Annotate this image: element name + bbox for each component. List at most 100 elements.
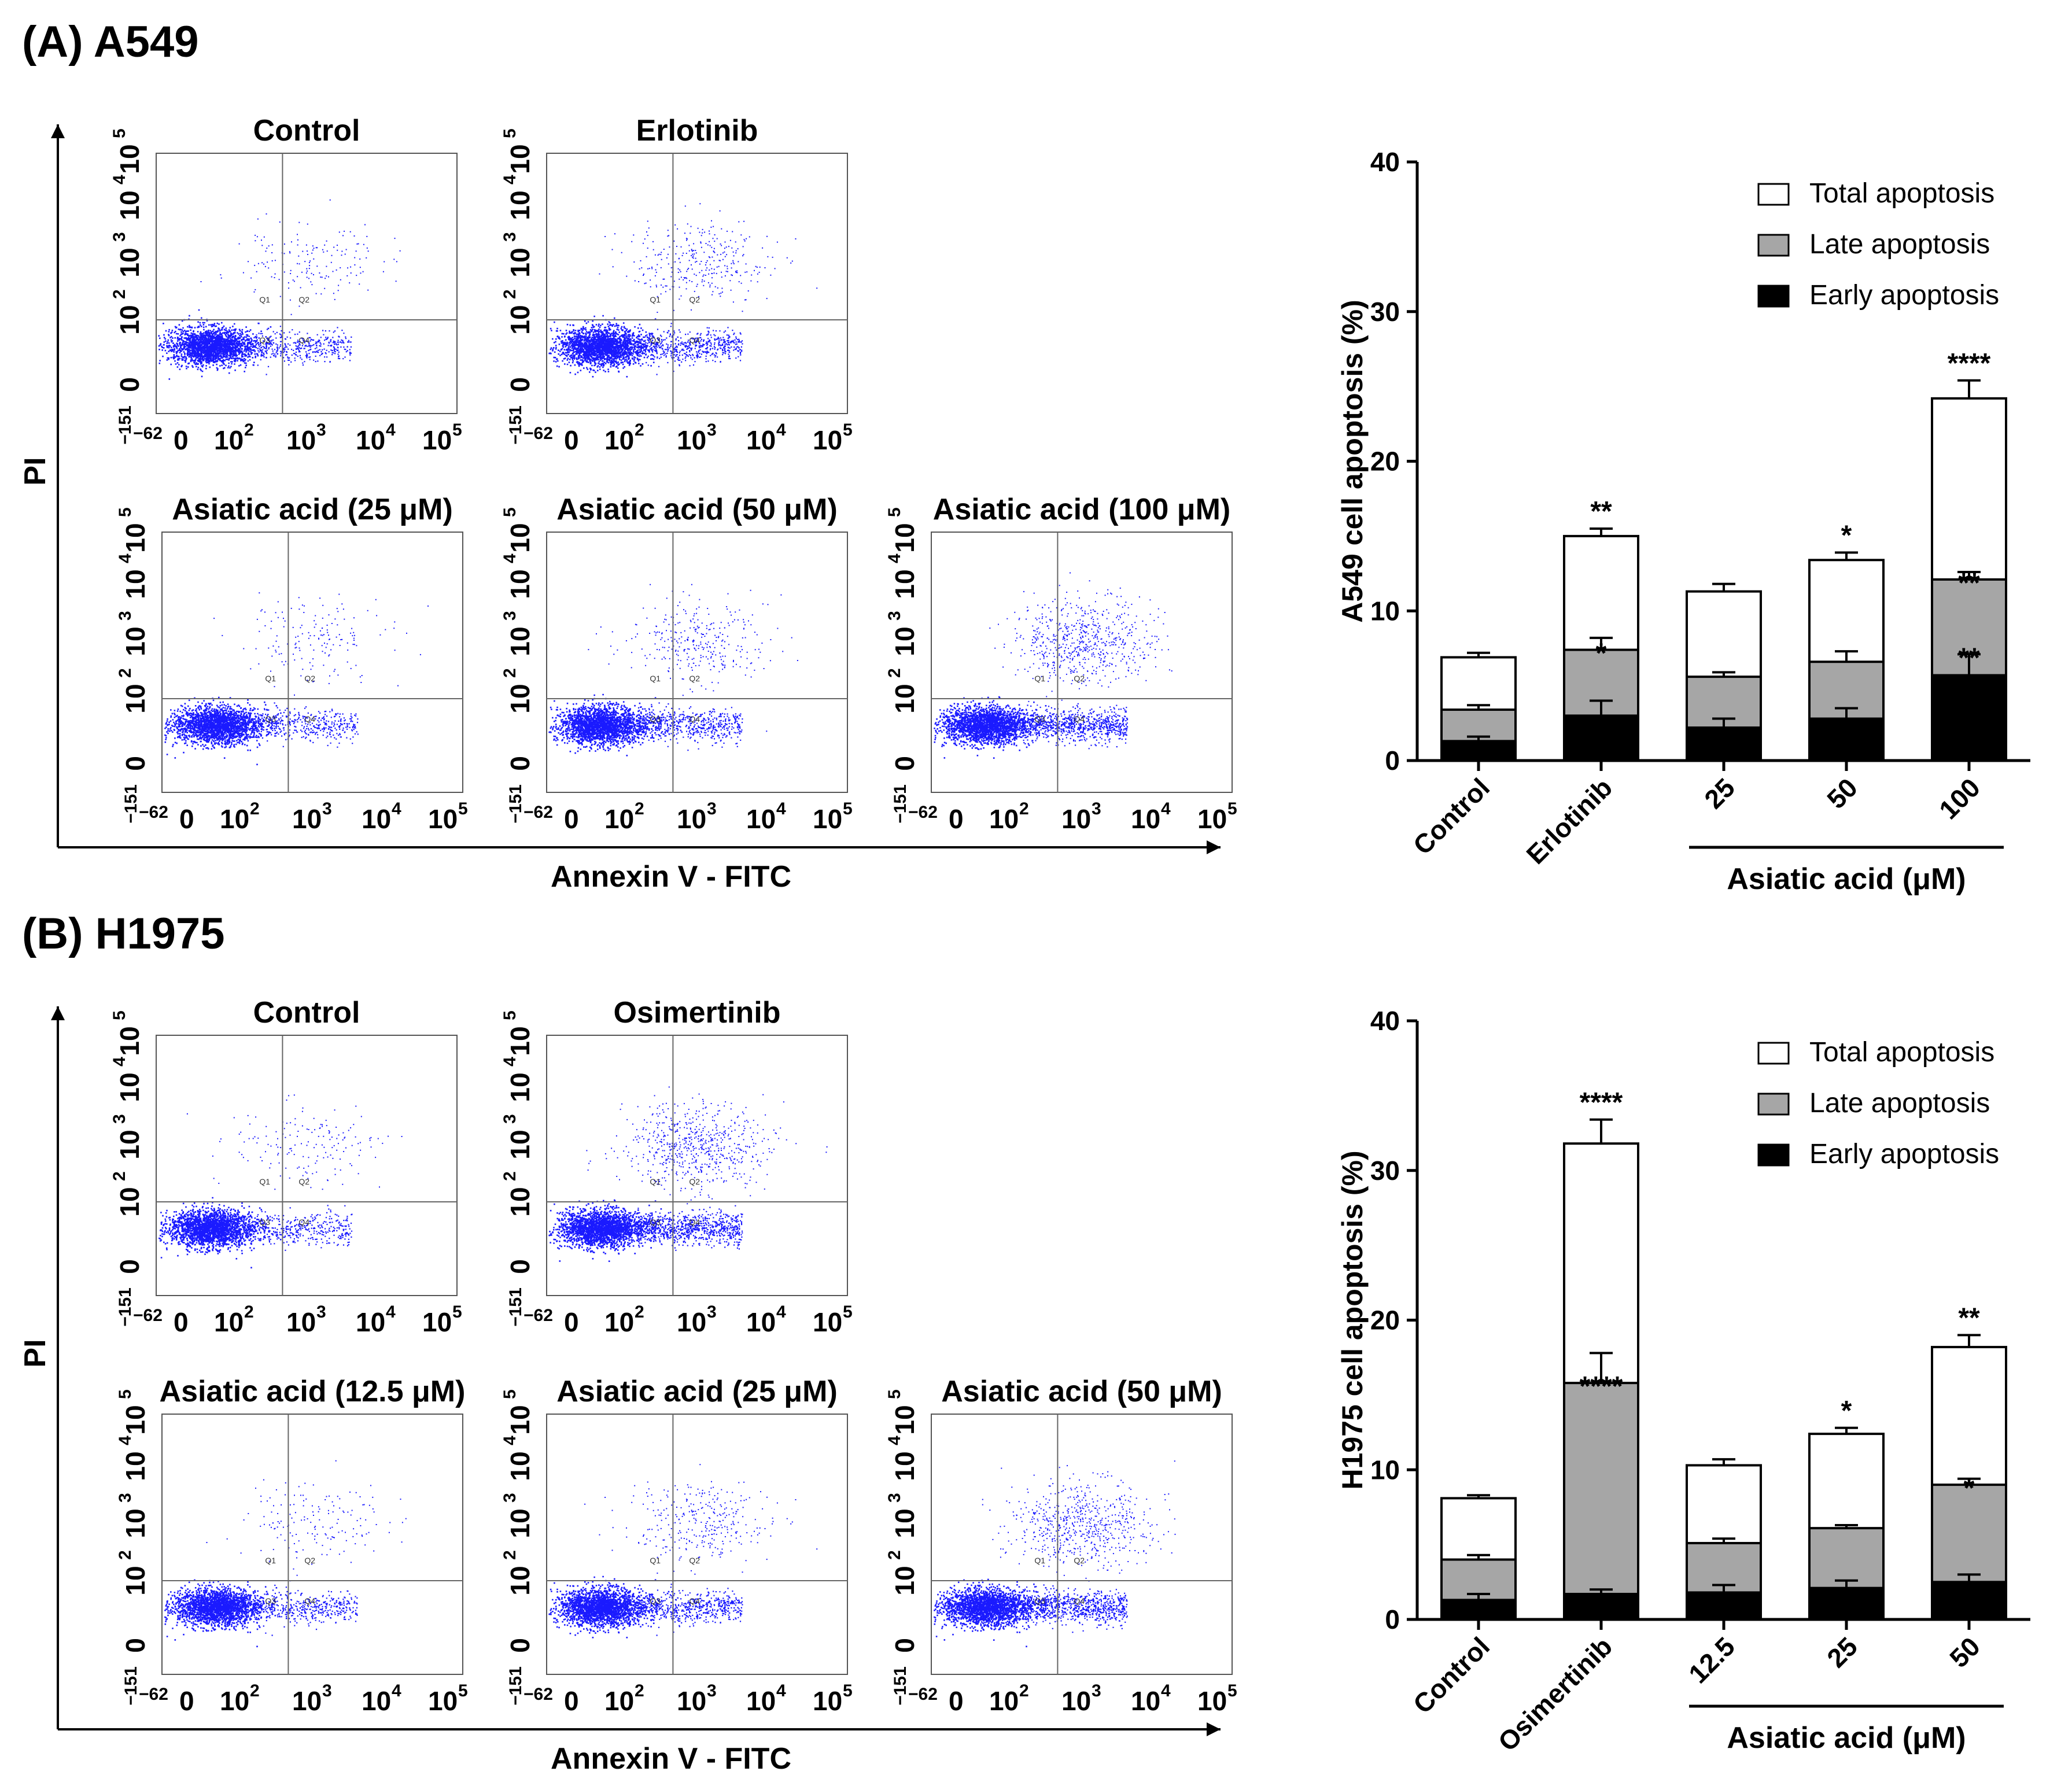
x-tick-label: 10: [1197, 804, 1227, 834]
y-tick: 0: [120, 1638, 150, 1653]
y-tick-label: 10: [120, 626, 150, 656]
y-tick: 10 5: [110, 128, 145, 174]
y-tick-exponent: 4: [500, 1057, 519, 1067]
quadrant-label: Q2: [689, 295, 700, 304]
y-tick-label: 10: [505, 1130, 535, 1159]
x-tick-label: −62: [523, 1685, 553, 1704]
y-tick: −151: [116, 405, 135, 445]
quadrant-label: Q4: [298, 335, 309, 345]
bar-x-tick-label: Control: [1407, 1631, 1495, 1719]
y-tick: 10 4: [116, 1436, 150, 1481]
y-tick-label: 10: [505, 1566, 535, 1595]
x-tick-label: 10: [422, 1307, 452, 1337]
y-tick-exponent: 4: [885, 553, 904, 563]
quadrant-label: Q4: [689, 1596, 700, 1606]
y-tick-label: 10: [505, 305, 535, 334]
x-tick-label: 10: [746, 804, 776, 834]
y-tick: 10 2: [500, 1171, 535, 1216]
quadrant-label: Q4: [689, 714, 700, 724]
flow-dot-cloud: [548, 1086, 828, 1262]
x-tick-label: 10: [356, 1307, 385, 1337]
x-tick-label: 0: [564, 1686, 579, 1716]
y-tick-exponent: 2: [885, 1550, 904, 1560]
y-tick: 10 5: [110, 1010, 145, 1056]
group-label: Asiatic acid (μM): [1727, 1721, 1966, 1755]
y-tick: −151: [121, 1666, 141, 1706]
bar-early: [1808, 717, 1885, 762]
x-tick-label: 10: [746, 1307, 776, 1337]
y-tick: −151: [891, 784, 910, 824]
bar-x-tick-label-wrap: 12.5: [1683, 1631, 1741, 1689]
flow-plot-title: Erlotinib: [636, 114, 758, 147]
y-tick: 10 2: [110, 289, 145, 334]
quadrant-label: Q4: [689, 1217, 700, 1227]
y-tick-label: 0: [115, 377, 145, 392]
flow-plot-frame: [156, 153, 458, 414]
y-tick-exponent: 2: [116, 1550, 135, 1560]
x-tick-exponent: 2: [244, 1302, 254, 1322]
y-tick-label: 10: [505, 1072, 535, 1102]
x-tick-label: 10: [1131, 1686, 1160, 1716]
y-tick: 10 5: [500, 507, 535, 552]
y-tick: 10 2: [500, 668, 535, 713]
y-tick: 0: [505, 756, 535, 771]
x-tick-label: 0: [564, 1307, 579, 1337]
flow-dots: [158, 199, 401, 380]
y-tick: 10 5: [500, 1010, 535, 1056]
flow-dot-cloud: [158, 199, 401, 380]
y-tick-label: 10: [890, 1508, 920, 1538]
quadrant-label: Q3: [650, 1217, 661, 1227]
y-tick: 0: [505, 1259, 535, 1274]
y-tick: 10 3: [885, 611, 920, 656]
x-tick-exponent: 3: [1092, 1681, 1101, 1700]
bar-x-tick-label: 100: [1933, 772, 1986, 825]
y-tick: 0: [115, 377, 145, 392]
y-tick: 0: [505, 377, 535, 392]
bar-early: [1931, 1581, 2007, 1621]
legend-swatch: [1757, 183, 1790, 206]
y-tick: 10 5: [116, 1389, 150, 1434]
x-tick-label: 10: [362, 1686, 391, 1716]
x-tick-exponent: 2: [250, 1681, 260, 1700]
y-tick: 10 3: [110, 232, 145, 277]
y-tick-exponent: 5: [116, 507, 135, 517]
bar-y-tick-label: 40: [1370, 147, 1400, 177]
flow-dots: [934, 572, 1173, 759]
y-tick-exponent: 4: [500, 1436, 519, 1445]
y-tick-exponent: 5: [500, 1389, 519, 1399]
y-tick: 10 5: [500, 1389, 535, 1434]
x-tick-exponent: 5: [1227, 799, 1237, 818]
flow-plot-title: Asiatic acid (100 μM): [933, 493, 1230, 526]
x-tick-exponent: 3: [707, 1681, 717, 1700]
y-tick-exponent: 3: [116, 1493, 135, 1503]
y-tick-exponent: 5: [500, 507, 519, 517]
flow-dot-cloud: [934, 572, 1173, 759]
bar-x-tick-label: 50: [1821, 772, 1863, 814]
flow-plot-frame: [546, 1414, 848, 1675]
y-tick-label: 0: [120, 1638, 150, 1653]
x-tick-label: 0: [179, 804, 194, 834]
flow-dots: [164, 592, 429, 766]
y-tick-exponent: 2: [885, 668, 904, 678]
y-tick: 0: [115, 1259, 145, 1274]
significance-mark: ****: [1948, 348, 1991, 379]
x-tick-label: 0: [949, 1686, 964, 1716]
bar-y-tick-label: 0: [1385, 1604, 1400, 1634]
y-tick-label: 10: [120, 1451, 150, 1481]
x-tick-label: 0: [564, 804, 579, 834]
flow-dots: [934, 1460, 1176, 1648]
x-tick-label: −62: [523, 1306, 553, 1325]
x-tick-label: −62: [133, 1306, 163, 1325]
y-tick: 10 4: [500, 1436, 535, 1481]
x-tick-exponent: 4: [776, 1302, 786, 1322]
y-tick: 10 2: [500, 289, 535, 334]
x-tick-exponent: 4: [1161, 1681, 1171, 1700]
x-tick-exponent: 4: [392, 1681, 401, 1700]
y-tick-exponent: 3: [500, 1114, 519, 1124]
flow-plot-title: Osimertinib: [614, 996, 781, 1029]
x-tick-label: 10: [428, 804, 458, 834]
